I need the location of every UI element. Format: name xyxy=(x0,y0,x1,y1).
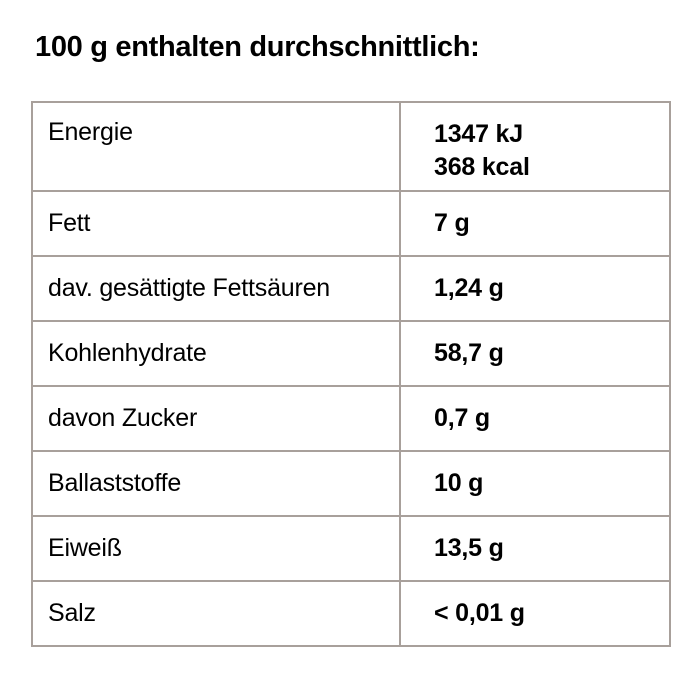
table-row: Eiweiß 13,5 g xyxy=(31,515,671,582)
nutrient-label: Energie xyxy=(31,101,401,192)
nutrient-value: 1347 kJ 368 kcal xyxy=(399,101,671,192)
nutrient-value: 10 g xyxy=(399,450,671,517)
nutrient-value: 0,7 g xyxy=(399,385,671,452)
nutrient-label: Kohlenhydrate xyxy=(31,320,401,387)
nutrient-value: 58,7 g xyxy=(399,320,671,387)
nutrient-value: < 0,01 g xyxy=(399,580,671,647)
nutrition-table: Energie 1347 kJ 368 kcal Fett 7 g dav. ge… xyxy=(31,101,671,647)
nutrient-label: Salz xyxy=(31,580,401,647)
nutrient-label: Fett xyxy=(31,190,401,257)
table-row: Ballaststoffe 10 g xyxy=(31,450,671,517)
table-row: Energie 1347 kJ 368 kcal xyxy=(31,101,671,192)
page-title: 100 g enthalten durchschnittlich: xyxy=(35,31,480,63)
table-row: dav. gesättigte Fettsäuren 1,24 g xyxy=(31,255,671,322)
nutrient-label: davon Zucker xyxy=(31,385,401,452)
nutrient-value: 13,5 g xyxy=(399,515,671,582)
nutrient-label: Eiweiß xyxy=(31,515,401,582)
nutrient-label: dav. gesättigte Fettsäuren xyxy=(31,255,401,322)
table-row: Salz < 0,01 g xyxy=(31,580,671,647)
table-row: davon Zucker 0,7 g xyxy=(31,385,671,452)
table-row: Fett 7 g xyxy=(31,190,671,257)
nutrient-value: 1,24 g xyxy=(399,255,671,322)
nutrition-table-body: Energie 1347 kJ 368 kcal Fett 7 g dav. ge… xyxy=(31,101,671,647)
nutrient-value: 7 g xyxy=(399,190,671,257)
nutrient-label: Ballaststoffe xyxy=(31,450,401,517)
table-row: Kohlenhydrate 58,7 g xyxy=(31,320,671,387)
